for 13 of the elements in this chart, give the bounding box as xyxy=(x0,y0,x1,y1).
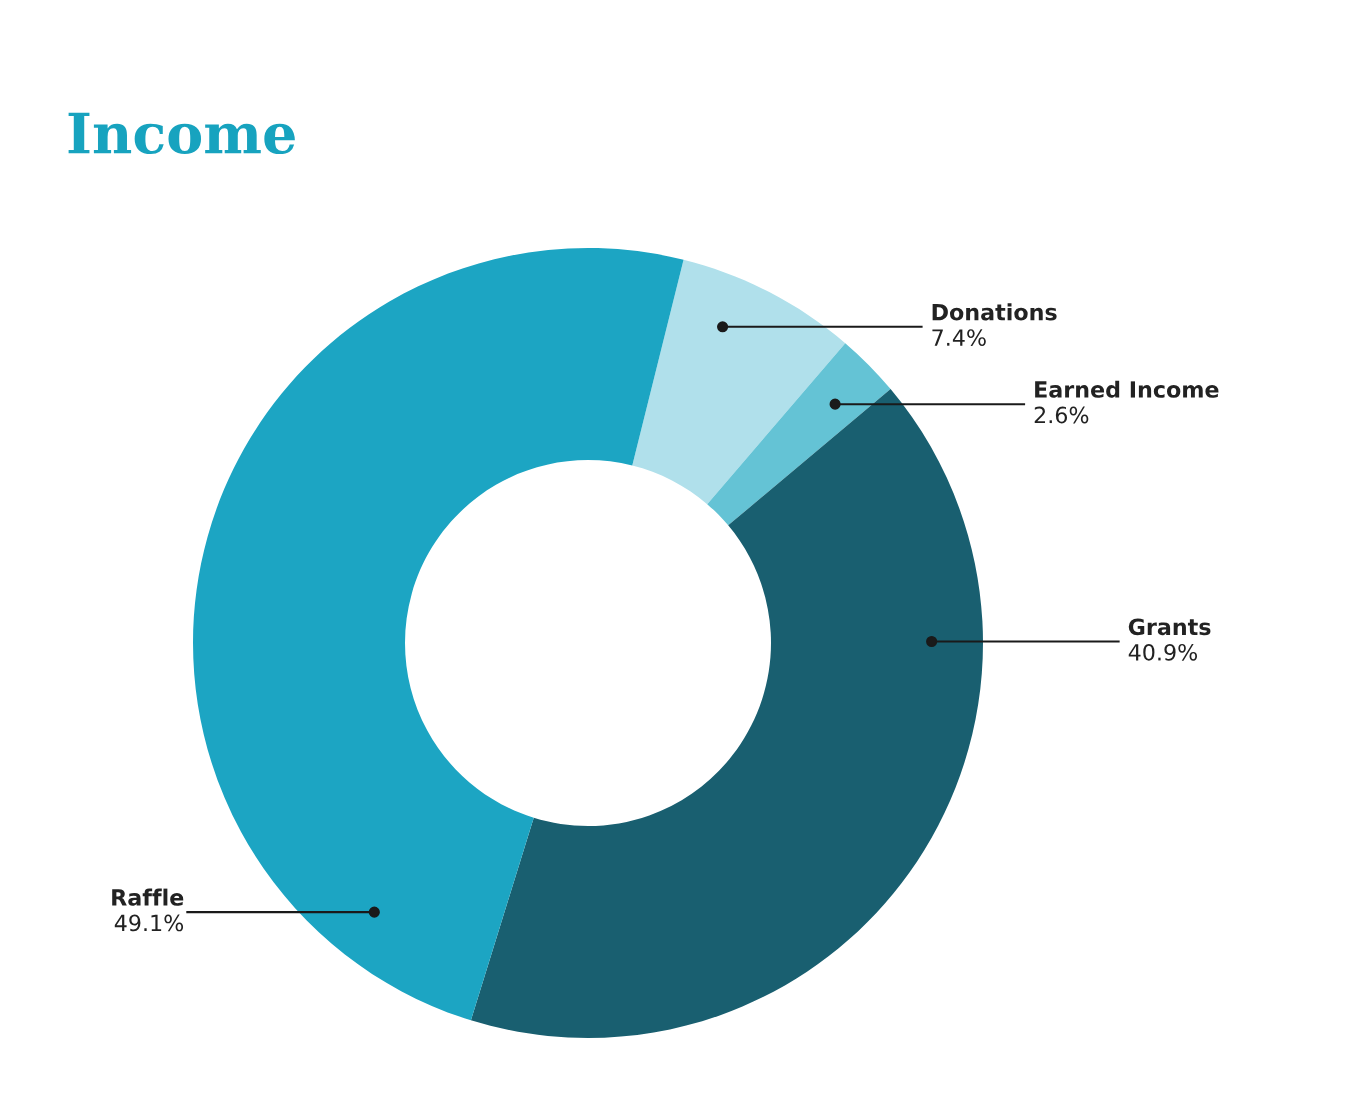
donut-slice xyxy=(707,343,891,526)
slice-label: Earned Income xyxy=(1035,380,1219,398)
donut-slice xyxy=(193,248,684,1021)
data-label: 2.6% xyxy=(1034,406,1089,424)
slice-label: Grants xyxy=(1128,618,1211,636)
donut-slice xyxy=(470,389,983,1038)
chart-title: Income xyxy=(68,112,295,155)
slice-label: Raffle xyxy=(112,888,184,906)
data-label: 49.1% xyxy=(114,914,184,932)
data-label: 40.9% xyxy=(1128,643,1198,661)
data-label: 7.4% xyxy=(932,329,986,347)
donut-slice xyxy=(632,259,846,505)
slice-label: Donations xyxy=(932,303,1057,321)
